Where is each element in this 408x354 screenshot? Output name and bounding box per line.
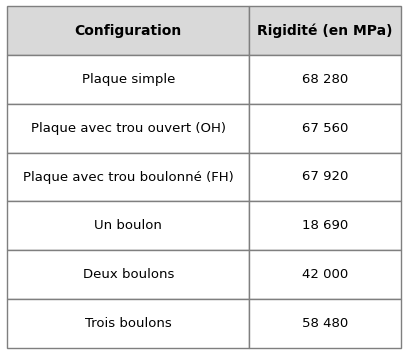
Text: Configuration: Configuration xyxy=(75,24,182,38)
Text: 67 920: 67 920 xyxy=(302,171,348,183)
Text: Un boulon: Un boulon xyxy=(94,219,162,232)
Text: Plaque simple: Plaque simple xyxy=(82,73,175,86)
Bar xyxy=(7,104,249,153)
Bar xyxy=(249,250,401,299)
Bar xyxy=(7,201,249,250)
Bar xyxy=(249,104,401,153)
Bar xyxy=(7,6,249,55)
Bar xyxy=(7,55,249,104)
Text: Rigidité (en MPa): Rigidité (en MPa) xyxy=(257,23,392,38)
Bar xyxy=(249,299,401,348)
Text: Deux boulons: Deux boulons xyxy=(82,268,174,281)
Bar xyxy=(249,55,401,104)
Bar xyxy=(249,6,401,55)
Bar xyxy=(7,153,249,201)
Text: Trois boulons: Trois boulons xyxy=(85,317,172,330)
Bar xyxy=(7,299,249,348)
Bar xyxy=(249,201,401,250)
Text: Plaque avec trou boulonné (FH): Plaque avec trou boulonné (FH) xyxy=(23,171,234,183)
Bar xyxy=(249,153,401,201)
Text: 42 000: 42 000 xyxy=(302,268,348,281)
Bar xyxy=(7,250,249,299)
Text: 18 690: 18 690 xyxy=(302,219,348,232)
Text: Plaque avec trou ouvert (OH): Plaque avec trou ouvert (OH) xyxy=(31,122,226,135)
Text: 68 280: 68 280 xyxy=(302,73,348,86)
Text: 67 560: 67 560 xyxy=(302,122,348,135)
Text: 58 480: 58 480 xyxy=(302,317,348,330)
